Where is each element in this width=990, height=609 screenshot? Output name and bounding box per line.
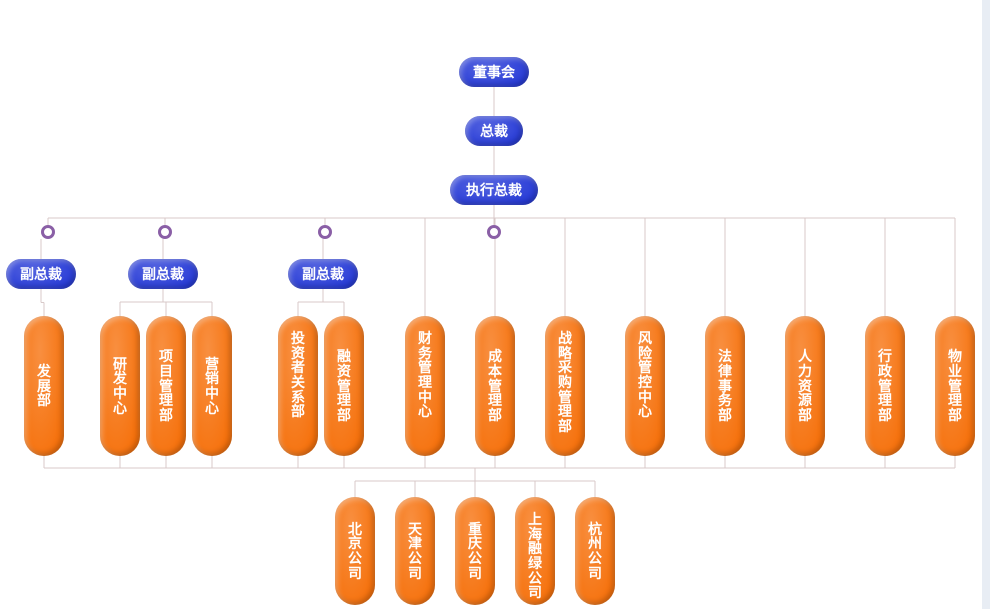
connector-dot [318, 225, 332, 239]
s-tj: 天津公司 [395, 497, 435, 605]
d-rnd: 研发中心 [100, 316, 140, 456]
d-prop: 物业管理部 [935, 316, 975, 456]
d-sales: 营销中心 [192, 316, 232, 456]
d-dev: 发展部 [24, 316, 64, 456]
vp-2: 副总裁 [128, 259, 198, 289]
vp-1: 副总裁 [6, 259, 76, 289]
d-proj: 项目管理部 [146, 316, 186, 456]
d-invrel: 投资者关系部 [278, 316, 318, 456]
n-exec: 执行总裁 [450, 175, 538, 205]
d-risk: 风险管控中心 [625, 316, 665, 456]
d-finmgmt: 融资管理部 [324, 316, 364, 456]
d-admin: 行政管理部 [865, 316, 905, 456]
d-legal: 法律事务部 [705, 316, 745, 456]
d-cost: 成本管理部 [475, 316, 515, 456]
d-finctr: 财务管理中心 [405, 316, 445, 456]
d-hr: 人力资源部 [785, 316, 825, 456]
org-chart-canvas: 董事会总裁执行总裁副总裁 副总裁 副总裁发展部研发中心项目管理部营销中心 投资者关系部… [0, 0, 982, 609]
s-sh: 上海融绿公司 [515, 497, 555, 605]
d-strat: 战略采购管理部 [545, 316, 585, 456]
vp-3: 副总裁 [288, 259, 358, 289]
n-ceo: 总裁 [465, 116, 523, 146]
s-hz: 杭州公司 [575, 497, 615, 605]
s-bj: 北京公司 [335, 497, 375, 605]
s-cq: 重庆公司 [455, 497, 495, 605]
connector-dot [158, 225, 172, 239]
connector-dot [41, 225, 55, 239]
connector-dot [487, 225, 501, 239]
n-board: 董事会 [459, 57, 529, 87]
right-gutter [982, 0, 990, 609]
